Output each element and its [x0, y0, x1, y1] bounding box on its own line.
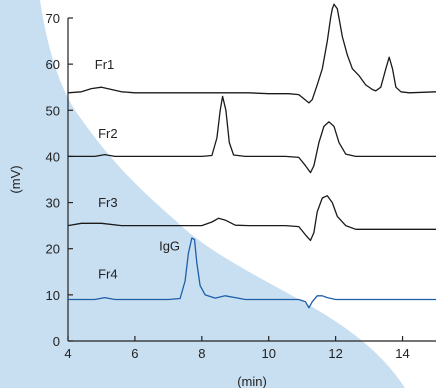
series-group: [67, 3, 437, 309]
y-tick-label-10: 10: [46, 288, 60, 303]
x-tick-label-4: 4: [64, 346, 71, 361]
y-tick-label-50: 50: [46, 103, 60, 118]
x-ticks: 4 6 8 10 12 14: [64, 336, 410, 361]
series-line-fr2: [68, 95, 436, 174]
x-tick-label-6: 6: [131, 346, 138, 361]
series-line-fr4: [68, 237, 436, 309]
series-label-fr4: Fr4: [98, 267, 118, 282]
y-tick-label-70: 70: [46, 11, 60, 26]
series-label-fr1: Fr1: [95, 57, 115, 72]
x-tick-label-14: 14: [395, 346, 409, 361]
annotation-igg: IgG: [159, 238, 180, 253]
background-shape: [0, 0, 405, 388]
series-label-fr2: Fr2: [98, 126, 118, 141]
y-tick-label-40: 40: [46, 149, 60, 164]
y-tick-label-30: 30: [46, 196, 60, 211]
y-tick-label-20: 20: [46, 242, 60, 257]
series-line-fr1: [67, 3, 437, 104]
series-label-fr3: Fr3: [98, 195, 118, 210]
y-axis-title: (mV): [8, 165, 23, 193]
x-tick-label-10: 10: [261, 346, 275, 361]
x-axis-title: (min): [237, 374, 267, 388]
x-tick-label-12: 12: [328, 346, 342, 361]
y-tick-label-0: 0: [53, 334, 60, 349]
y-ticks: 0 10 20 30 40 50 60 70: [46, 11, 73, 349]
x-tick-label-8: 8: [198, 346, 205, 361]
series-line-fr3: [67, 195, 436, 242]
axes: 4 6 8 10 12 14 0 10 20 30 40 50 60 70: [46, 11, 436, 361]
series-labels: Fr1 Fr2 Fr3 Fr4: [95, 57, 118, 282]
y-tick-label-60: 60: [46, 57, 60, 72]
